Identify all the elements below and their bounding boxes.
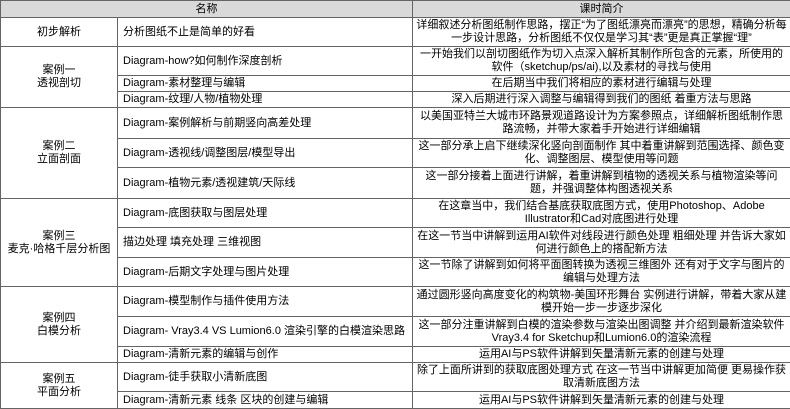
section-label-line: 案例三 [4, 230, 114, 243]
section-label-cell: 案例三 麦克·哈格千层分析图 [1, 199, 118, 287]
header-row: 名称 课时简介 [1, 1, 790, 18]
lesson-name-cell: Diagram-透视线/调整图层/模型导出 [118, 139, 413, 168]
header-intro-col: 课时简介 [413, 1, 790, 18]
section-label-cell: 初步解析 [1, 18, 118, 47]
lesson-name-cell: Diagram-植物元素/透视建筑/天际线 [118, 168, 413, 199]
lesson-desc-cell: 以美国亚特兰大城市环路景观道路设计为方案参照点，详细解析图纸制作思路流畅，并带大… [413, 108, 790, 139]
table-row: Diagram-纹理/人物/植物处理 深入后期进行深入调整与编辑得到我们的图纸 … [1, 92, 790, 108]
lesson-name-cell: 分析图纸不止是简单的好看 [118, 18, 413, 47]
section-label-cell: 案例四 白模分析 [1, 287, 118, 363]
lesson-desc-cell: 这一部分承上启下继续深化竖向剖面制作 其中着重讲解到范围选择、颜色变化、调整图层… [413, 139, 790, 168]
table-row: 案例一 透视剖切 Diagram-how?如何制作深度剖析 一开始我们以剖切图纸… [1, 47, 790, 76]
lesson-desc-cell: 在后期当中我们将相应的素材进行编辑与处理 [413, 76, 790, 92]
lesson-desc-cell: 详细叙述分析图纸制作思路，摆正“为了图纸漂亮而漂亮”的思想，精确分析每一步设计思… [413, 18, 790, 47]
lesson-desc-cell: 这一部分注重讲解到白模的渲染参数与渲染出图调整 并介绍到最新渲染软件Vray3.… [413, 317, 790, 347]
table-row: 案例五 平面分析 Diagram-徒手获取小清新底图 除了上面所讲到的获取底图处… [1, 363, 790, 392]
section-label-cell: 案例一 透视剖切 [1, 47, 118, 108]
table-row: Diagram-清新元素 线条 区块的创建与编辑 运用AI与PS软件讲解到矢量清… [1, 392, 790, 409]
lesson-desc-cell: 运用AI与PS软件讲解到矢量清新元素的创建与处理 [413, 392, 790, 409]
lesson-desc-cell: 这一节除了讲解到如何将平面图转换为透视三维图外 还有对于文字与图片的编辑与处理方… [413, 258, 790, 287]
section-label-line: 案例五 [4, 373, 114, 386]
table-row: Diagram- Vray3.4 VS Lumion6.0 渲染引擎的白模渲染思… [1, 317, 790, 347]
lesson-desc-cell: 在这章当中，我们结合基底获取底图方式，使用Photoshop、Adobe Ill… [413, 199, 790, 228]
table-row: 案例四 白模分析 Diagram-模型制作与插件使用方法 通过圆形竖向高度变化的… [1, 287, 790, 317]
lesson-name-cell: Diagram-案例解析与前期竖向高差处理 [118, 108, 413, 139]
lesson-name-cell: Diagram-模型制作与插件使用方法 [118, 287, 413, 317]
lesson-name-cell: 描边处理 填充处理 三维视图 [118, 228, 413, 258]
table-row: 案例三 麦克·哈格千层分析图 Diagram-底图获取与图层处理 在这章当中，我… [1, 199, 790, 228]
section-label-cell: 案例五 平面分析 [1, 363, 118, 409]
lesson-name-cell: Diagram-素材整理与编辑 [118, 76, 413, 92]
section-label-line: 初步解析 [4, 26, 114, 39]
table-row: Diagram-植物元素/透视建筑/天际线 这一部分接着上面进行讲解，着重讲解到… [1, 168, 790, 199]
lesson-desc-cell: 通过圆形竖向高度变化的构筑物-美国环形舞台 实例进行讲解，带着大家从建模开始一步… [413, 287, 790, 317]
lesson-desc-cell: 一开始我们以剖切图纸作为切入点深入解析其制作所包含的元素，所使用的软件（sket… [413, 47, 790, 76]
lesson-name-cell: Diagram-纹理/人物/植物处理 [118, 92, 413, 108]
section-label-line: 案例四 [4, 312, 114, 325]
table-row: 初步解析 分析图纸不止是简单的好看 详细叙述分析图纸制作思路，摆正“为了图纸漂亮… [1, 18, 790, 47]
table-row: Diagram-清新元素的编辑与创作 运用AI与PS软件讲解到矢量清新元素的创建… [1, 347, 790, 363]
section-label-cell: 案例二 立面剖面 [1, 108, 118, 199]
lesson-name-cell: Diagram-清新元素的编辑与创作 [118, 347, 413, 363]
section-label-line: 透视剖切 [4, 77, 114, 90]
header-name-col: 名称 [1, 1, 413, 18]
table-row: Diagram-素材整理与编辑 在后期当中我们将相应的素材进行编辑与处理 [1, 76, 790, 92]
section-label-line: 案例二 [4, 140, 114, 153]
lesson-desc-cell: 运用AI与PS软件讲解到矢量清新元素的创建与处理 [413, 347, 790, 363]
section-label-line: 平面分析 [4, 386, 114, 399]
lesson-desc-cell: 这一部分接着上面进行讲解，着重讲解到植物的透视关系与植物渲染等问题，并强调整体构… [413, 168, 790, 199]
lesson-name-cell: Diagram-底图获取与图层处理 [118, 199, 413, 228]
lesson-desc-cell: 除了上面所讲到的获取底图处理方式 在这一节当中讲解更加简便 更易操作获取清新底图… [413, 363, 790, 392]
table-row: Diagram-透视线/调整图层/模型导出 这一部分承上启下继续深化竖向剖面制作… [1, 139, 790, 168]
section-label-line: 立面剖面 [4, 153, 114, 166]
section-label-line: 白模分析 [4, 325, 114, 338]
section-label-line: 麦克·哈格千层分析图 [4, 243, 114, 256]
lesson-name-cell: Diagram-清新元素 线条 区块的创建与编辑 [118, 392, 413, 409]
lesson-desc-cell: 在这一节当中讲解到运用AI软件对线段进行颜色处理 粗细处理 并告诉大家如何进行颜… [413, 228, 790, 258]
table-row: 案例二 立面剖面 Diagram-案例解析与前期竖向高差处理 以美国亚特兰大城市… [1, 108, 790, 139]
table-row: Diagram-后期文字处理与图片处理 这一节除了讲解到如何将平面图转换为透视三… [1, 258, 790, 287]
lesson-desc-cell: 深入后期进行深入调整与编辑得到我们的图纸 着重方法与思路 [413, 92, 790, 108]
section-label-line: 案例一 [4, 64, 114, 77]
table-row: 描边处理 填充处理 三维视图 在这一节当中讲解到运用AI软件对线段进行颜色处理 … [1, 228, 790, 258]
lesson-name-cell: Diagram- Vray3.4 VS Lumion6.0 渲染引擎的白模渲染思… [118, 317, 413, 347]
lesson-name-cell: Diagram-后期文字处理与图片处理 [118, 258, 413, 287]
lesson-name-cell: Diagram-徒手获取小清新底图 [118, 363, 413, 392]
lesson-name-cell: Diagram-how?如何制作深度剖析 [118, 47, 413, 76]
